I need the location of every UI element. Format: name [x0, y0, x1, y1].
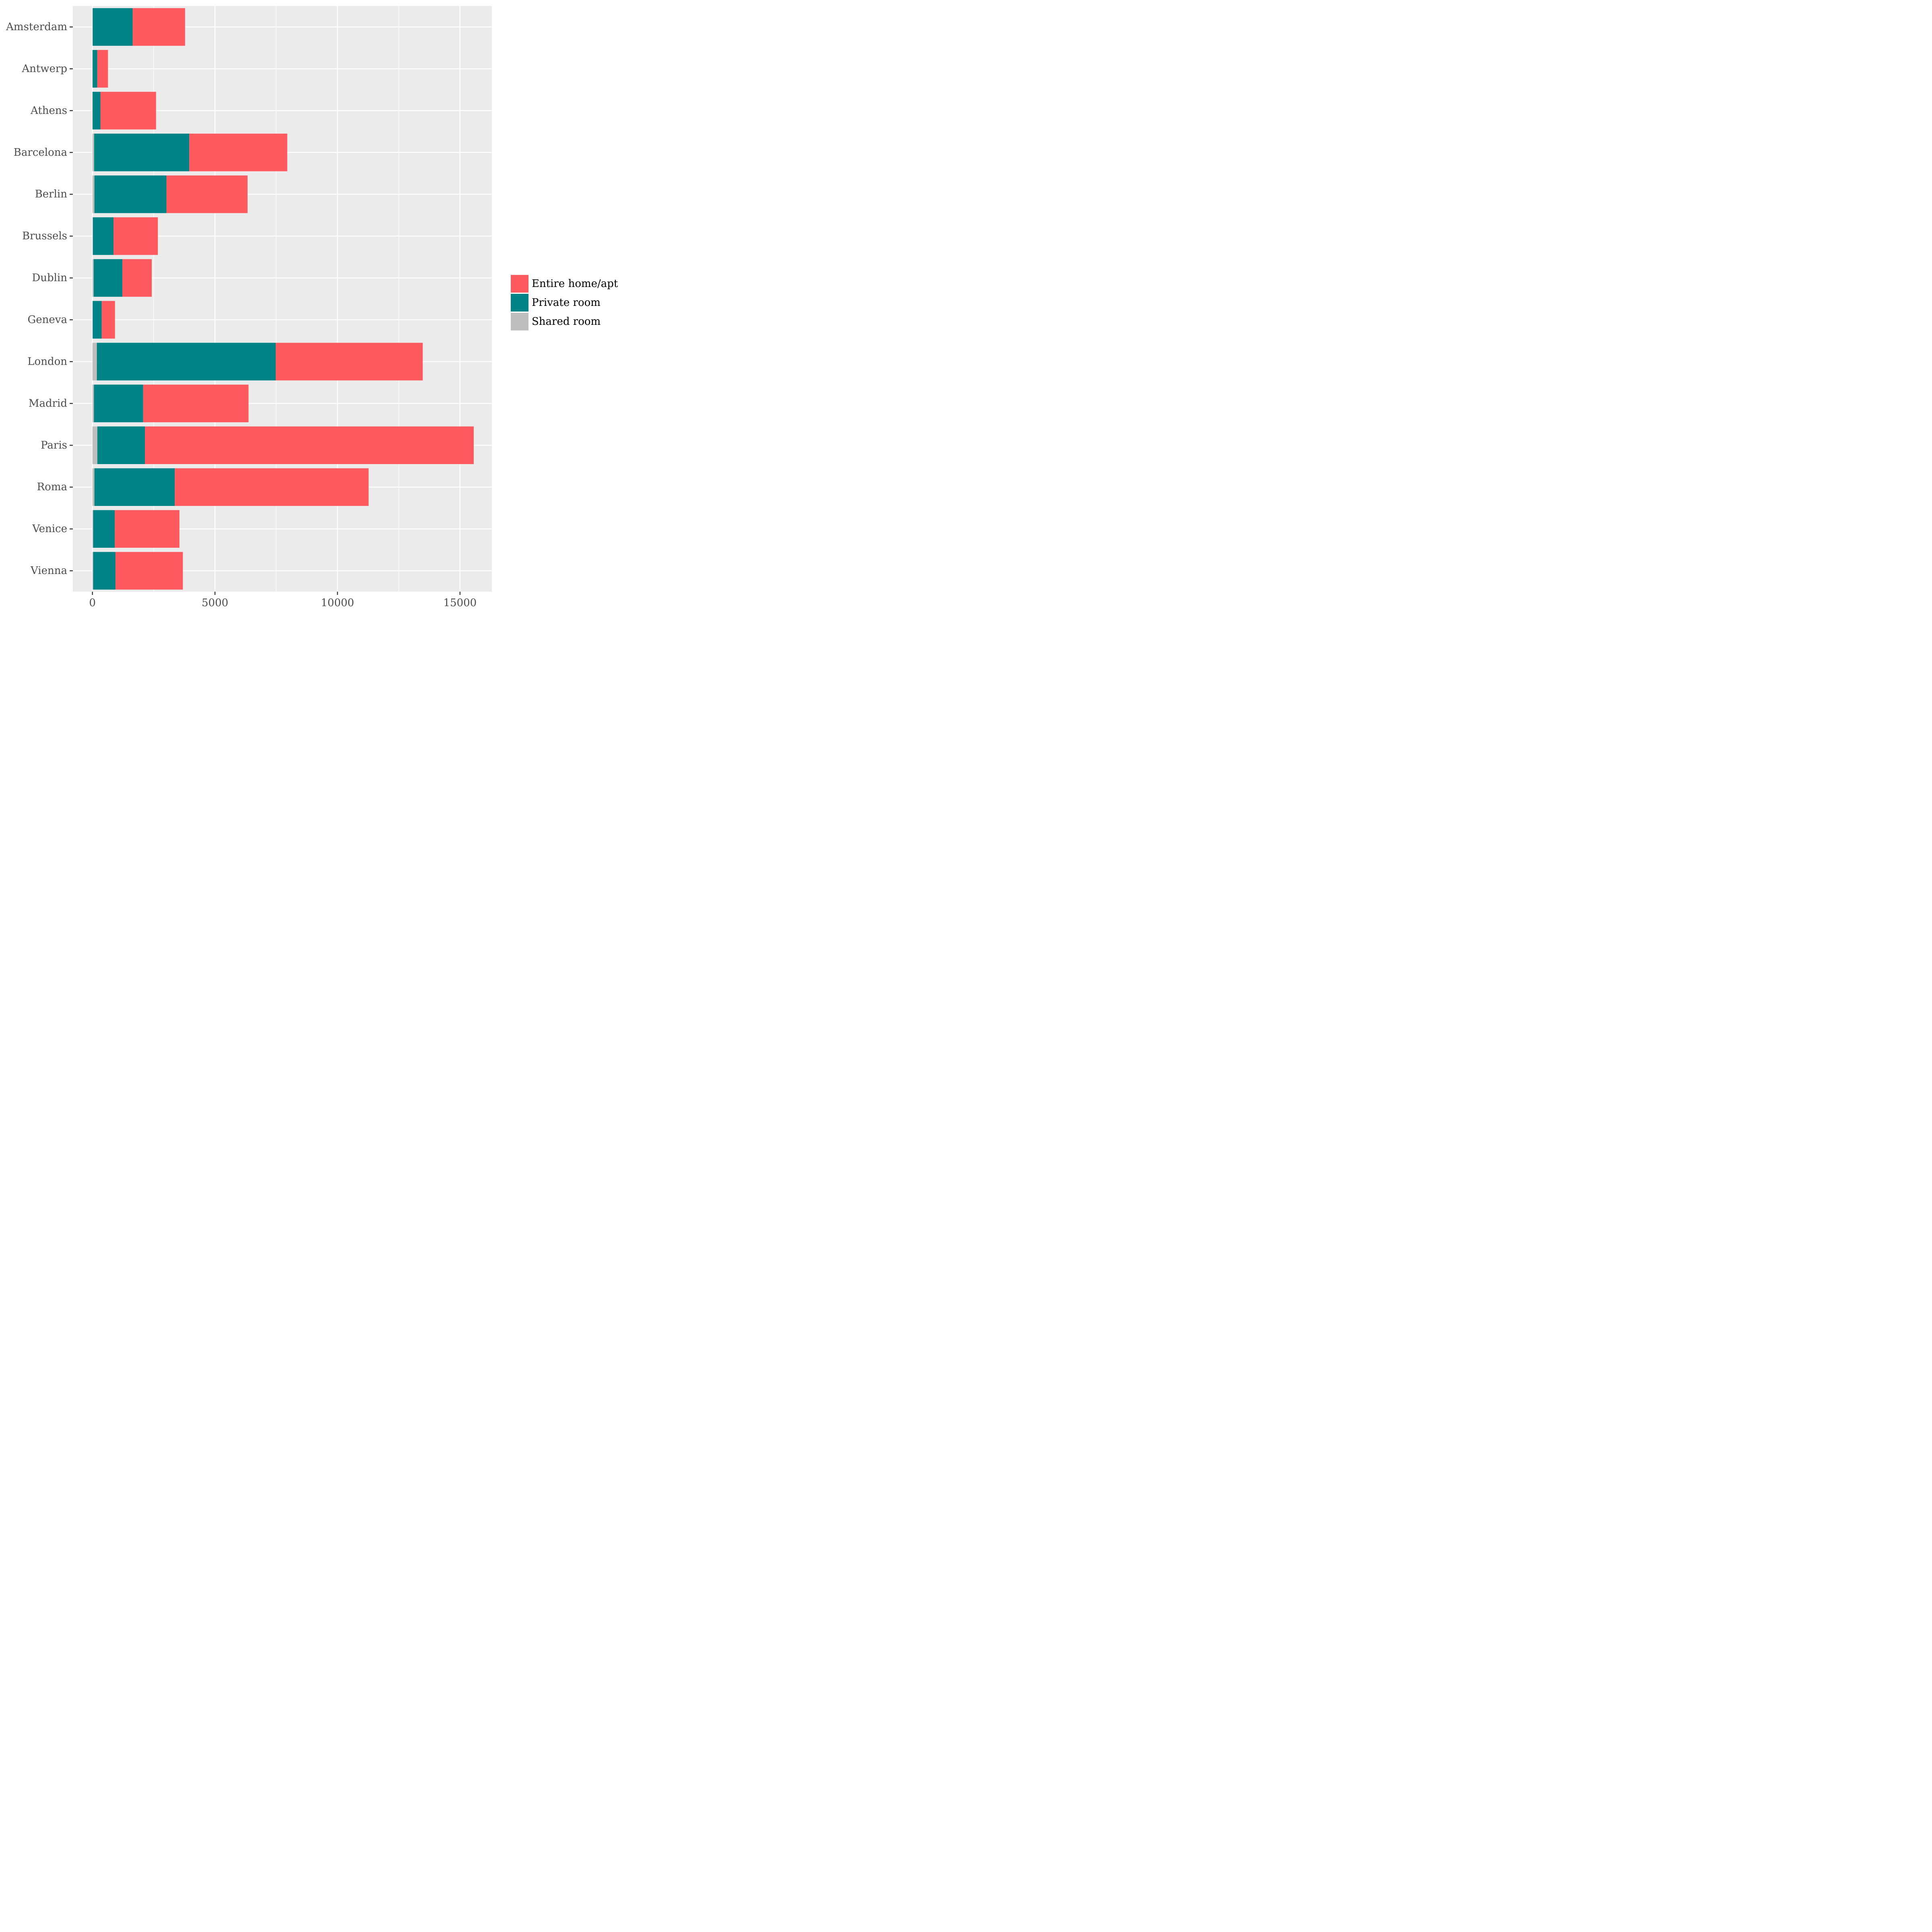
bar-entire-home-apt-london — [276, 343, 423, 381]
bar-entire-home-apt-barcelona — [189, 133, 287, 171]
bar-private-room-athens — [93, 92, 101, 130]
bar-private-room-paris — [97, 426, 145, 464]
bar-entire-home-apt-brussels — [114, 217, 158, 255]
bars — [92, 8, 474, 590]
bar-entire-home-apt-athens — [100, 92, 156, 130]
y-tick-label: Amsterdam — [6, 21, 67, 33]
bar-shared-room-london — [92, 343, 97, 381]
bar-private-room-geneva — [93, 301, 102, 339]
legend-label: Private room — [532, 297, 601, 309]
x-tick-label: 5000 — [202, 597, 228, 609]
y-tick-label: Madrid — [29, 397, 67, 409]
y-tick-label: Dublin — [32, 272, 67, 284]
y-tick-label: Geneva — [28, 314, 67, 326]
y-tick-label: Brussels — [22, 230, 67, 242]
bar-shared-room-barcelona — [92, 133, 94, 171]
bar-entire-home-apt-berlin — [166, 175, 248, 213]
legend-key-shared-room — [511, 313, 528, 330]
x-tick-label: 10000 — [321, 597, 354, 609]
bar-private-room-madrid — [94, 384, 143, 423]
y-tick-label: Antwerp — [21, 63, 67, 75]
bar-private-room-roma — [94, 468, 175, 506]
bar-private-room-brussels — [93, 217, 114, 255]
bar-private-room-barcelona — [94, 133, 190, 171]
bar-entire-home-apt-antwerp — [97, 50, 108, 88]
bar-private-room-london — [97, 343, 276, 381]
legend-label: Shared room — [532, 316, 601, 328]
bar-private-room-antwerp — [93, 50, 97, 88]
y-tick-label: Roma — [37, 481, 67, 493]
bar-shared-room-roma — [92, 468, 95, 506]
y-tick-label: Vienna — [30, 565, 67, 577]
legend-label: Entire home/apt — [532, 278, 618, 290]
y-tick-label: Berlin — [35, 188, 68, 200]
legend-key-private-room — [511, 294, 528, 312]
stacked-bar-chart: Amsterdam Antwerp Athens Barcelona Berlin Bru… — [6, 6, 618, 609]
bar-private-room-dublin — [93, 259, 122, 297]
bar-entire-home-apt-dublin — [122, 259, 152, 297]
bar-entire-home-apt-geneva — [101, 301, 115, 339]
x-axis: 0 5000 10000 15000 — [89, 592, 477, 609]
bar-entire-home-apt-vienna — [115, 552, 183, 590]
bar-private-room-venice — [93, 510, 115, 548]
legend: Entire home/apt Private room Shared room — [511, 275, 618, 330]
y-tick-label: Barcelona — [14, 147, 67, 159]
x-tick-label: 15000 — [444, 597, 477, 609]
bar-entire-home-apt-paris — [144, 426, 474, 464]
bar-private-room-vienna — [93, 552, 116, 590]
bar-shared-room-paris — [92, 426, 97, 464]
bar-shared-room-madrid — [92, 384, 94, 423]
x-tick-label: 0 — [89, 597, 96, 609]
bar-shared-room-dublin — [92, 259, 94, 297]
legend-key-entire-home-apt — [511, 275, 528, 293]
bar-private-room-berlin — [94, 175, 167, 213]
bar-private-room-amsterdam — [93, 8, 133, 46]
y-tick-label: Athens — [30, 105, 67, 117]
bar-entire-home-apt-roma — [175, 468, 369, 506]
bar-entire-home-apt-amsterdam — [132, 8, 185, 46]
bar-entire-home-apt-venice — [115, 510, 180, 548]
y-tick-label: London — [27, 355, 67, 367]
y-axis: Amsterdam Antwerp Athens Barcelona Berlin Bru… — [6, 21, 73, 577]
bar-shared-room-berlin — [92, 175, 95, 213]
y-tick-label: Venice — [32, 523, 67, 535]
y-tick-label: Paris — [41, 439, 67, 451]
bar-entire-home-apt-madrid — [143, 384, 249, 423]
